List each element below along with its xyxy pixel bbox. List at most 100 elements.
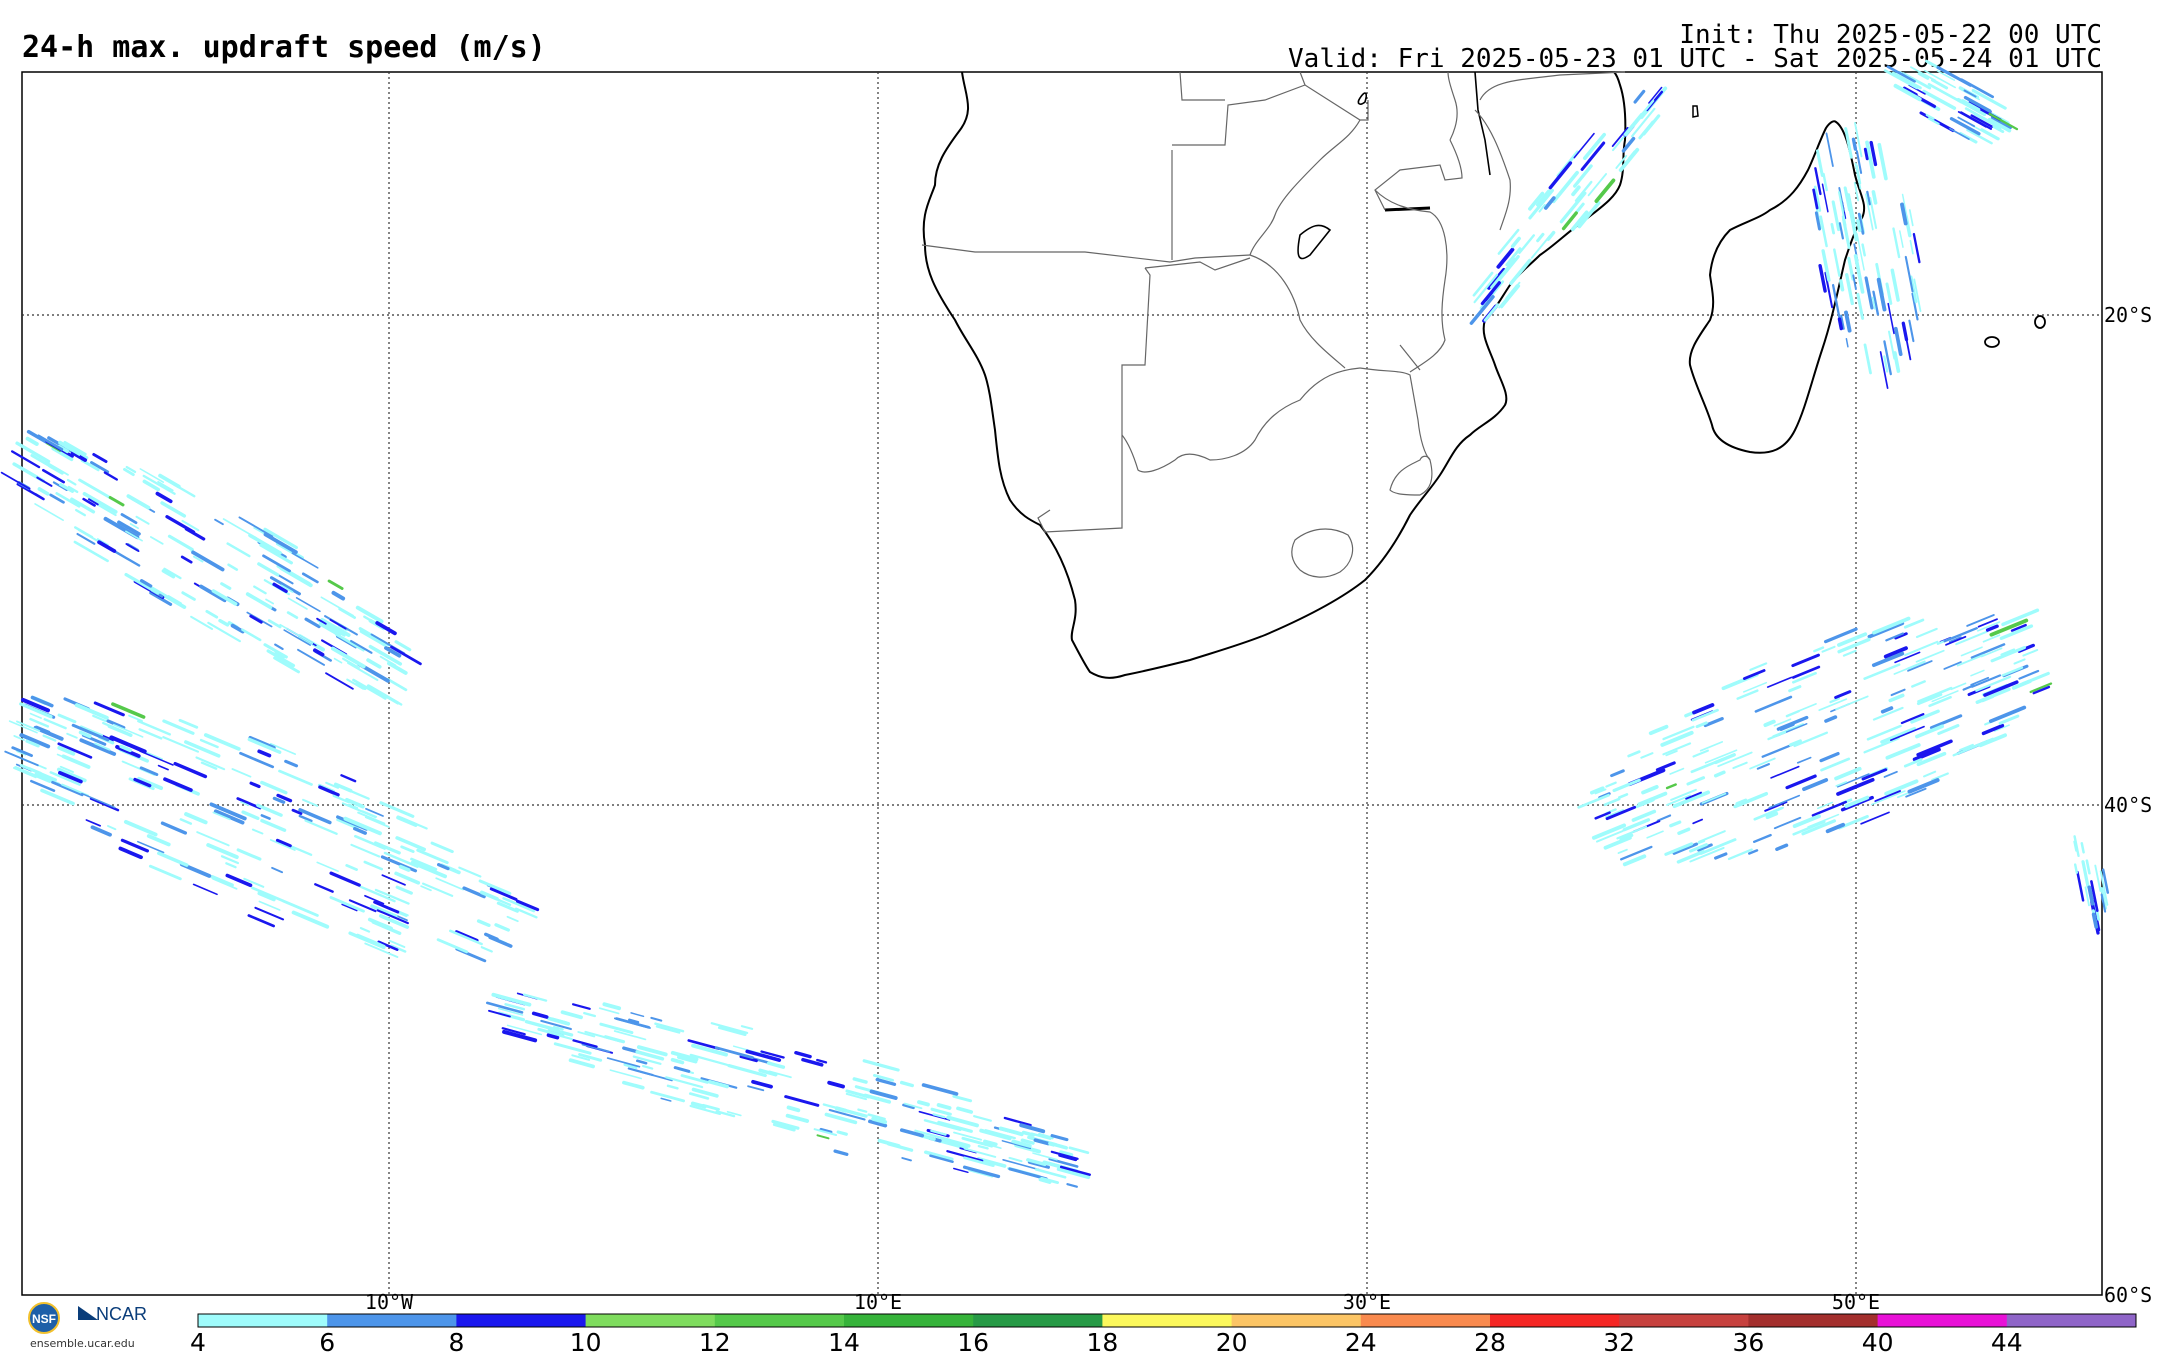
- updraft-streak: [162, 719, 195, 735]
- updraft-streak: [1861, 768, 1888, 781]
- updraft-streak: [514, 907, 538, 919]
- updraft-streak: [1713, 770, 1726, 778]
- updraft-streak: [119, 744, 132, 753]
- updraft-streak: [1577, 793, 1610, 809]
- updraft-streak: [1852, 274, 1857, 291]
- updraft-streak: [66, 478, 77, 486]
- updraft-streak: [1847, 256, 1855, 281]
- updraft-streak: [1990, 646, 2026, 663]
- updraft-streak: [1863, 737, 1900, 754]
- updraft-streak: [1908, 209, 1914, 227]
- updraft-streak: [1886, 65, 1916, 83]
- updraft-streak: [745, 1049, 782, 1062]
- updraft-streak: [1971, 88, 2007, 110]
- updraft-streak: [79, 738, 117, 756]
- updraft-streak: [936, 1103, 952, 1110]
- updraft-streak: [157, 851, 189, 867]
- updraft-streak: [248, 533, 282, 555]
- updraft-streak: [1831, 200, 1841, 232]
- updraft-streak: [71, 723, 110, 742]
- updraft-streak: [979, 1128, 1012, 1141]
- updraft-streak: [2073, 840, 2078, 852]
- updraft-streak: [369, 685, 403, 706]
- updraft-streak: [1936, 70, 1956, 81]
- updraft-streak: [1841, 215, 1851, 249]
- updraft-streak: [80, 459, 100, 472]
- updraft-streak: [1871, 296, 1876, 310]
- updraft-streak: [282, 899, 319, 917]
- updraft-streak: [260, 780, 288, 795]
- updraft-streak: [1615, 154, 1628, 169]
- updraft-streak: [430, 841, 454, 854]
- updraft-streak: [1518, 234, 1536, 255]
- updraft-streak: [59, 765, 74, 773]
- updraft-streak: [356, 933, 386, 948]
- updraft-streak: [1686, 776, 1706, 786]
- updraft-streak: [298, 808, 332, 825]
- updraft-streak: [1856, 233, 1865, 271]
- updraft-streak: [816, 1134, 830, 1140]
- updraft-streak: [366, 658, 382, 669]
- updraft-streak: [1672, 842, 1699, 855]
- updraft-streak: [1698, 830, 1726, 843]
- updraft-streak: [59, 482, 75, 493]
- updraft-streak: [502, 1029, 538, 1043]
- updraft-streak: [341, 903, 358, 912]
- updraft-streak: [480, 946, 493, 953]
- updraft-streak: [353, 826, 367, 835]
- updraft-streak: [199, 584, 227, 603]
- updraft-streak: [1853, 181, 1860, 202]
- updraft-streak: [111, 702, 146, 719]
- colorbar-tick-label: 24: [1344, 1328, 1377, 1357]
- updraft-streak: [2013, 658, 2026, 665]
- updraft-streak: [73, 540, 109, 563]
- updraft-streak: [577, 1031, 596, 1038]
- updraft-streak: [946, 1115, 979, 1128]
- updraft-streak: [1812, 188, 1819, 210]
- updraft-streak: [1915, 627, 1938, 639]
- updraft-streak: [325, 672, 354, 690]
- updraft-streak: [813, 1128, 838, 1136]
- updraft-streak: [983, 1139, 998, 1147]
- updraft-streak: [1883, 770, 1898, 778]
- updraft-streak: [852, 1077, 868, 1084]
- updraft-streak: [25, 739, 40, 748]
- updraft-streak: [1943, 627, 1978, 643]
- updraft-streak: [139, 579, 153, 588]
- updraft-streak: [338, 607, 357, 619]
- updraft-streak: [1472, 271, 1494, 297]
- updraft-streak: [1742, 681, 1768, 693]
- updraft-streak: [107, 724, 133, 737]
- updraft-streak: [1842, 649, 1857, 657]
- updraft-streak: [167, 534, 194, 552]
- updraft-streak: [1943, 661, 1962, 670]
- updraft-streak: [1915, 649, 1945, 663]
- updraft-streak: [1904, 640, 1939, 657]
- updraft-streak: [462, 886, 486, 899]
- updraft-streak: [1768, 794, 1800, 809]
- updraft-streak: [1877, 142, 1888, 181]
- updraft-streak: [1902, 86, 1918, 97]
- updraft-streak: [1961, 99, 1981, 112]
- updraft-streak: [192, 883, 218, 896]
- lat-label: 20°S: [2104, 303, 2153, 327]
- updraft-streak: [768, 1070, 792, 1079]
- updraft-streak: [184, 812, 208, 825]
- updraft-streak: [984, 1129, 1016, 1140]
- updraft-streak: [378, 914, 410, 929]
- updraft-streak: [298, 814, 313, 823]
- ncar-logo-mark: [78, 1306, 98, 1320]
- updraft-streak: [1618, 793, 1629, 799]
- updraft-streak: [1989, 618, 2029, 637]
- updraft-streak: [2090, 880, 2099, 913]
- updraft-streak: [273, 656, 300, 674]
- updraft-streak: [568, 1058, 595, 1069]
- updraft-streak: [1543, 196, 1556, 210]
- updraft-streak: [1656, 814, 1672, 822]
- updraft-streak: [1736, 689, 1759, 700]
- updraft-streak: [2018, 669, 2040, 680]
- updraft-streak: [137, 719, 172, 736]
- updraft-streak: [70, 497, 96, 514]
- updraft-streak: [35, 725, 51, 733]
